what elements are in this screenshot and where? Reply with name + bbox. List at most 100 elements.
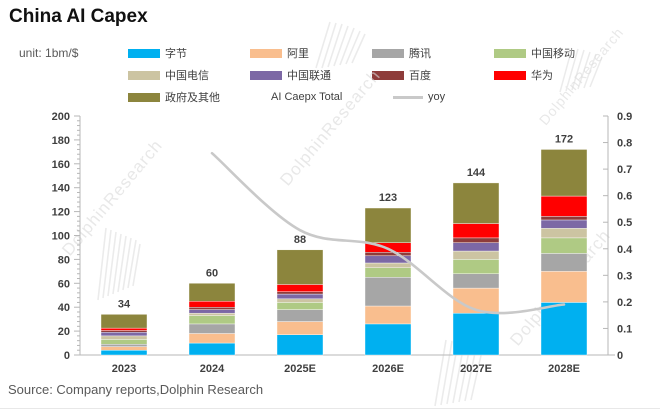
legend-item-百度[interactable]: 百度	[372, 64, 494, 86]
legend-swatch	[494, 70, 526, 80]
right-axis-tick-label: 0.9	[617, 111, 632, 123]
legend-label: 中国电信	[165, 70, 209, 82]
bar-segment-中国电信	[452, 250, 500, 260]
page-title: China AI Capex	[9, 6, 148, 27]
bar-segment-华为	[452, 223, 500, 239]
right-axis-tick-label: 0.1	[617, 323, 632, 335]
bar-segment-阿里	[100, 346, 148, 351]
left-axis-tick-label: 60	[58, 278, 70, 290]
x-axis-tick-label: 2026E	[372, 363, 404, 375]
right-axis-tick-label: 0.2	[617, 297, 632, 309]
legend-item-yoy[interactable]: yoy	[393, 86, 515, 108]
bar-segment-百度	[276, 291, 324, 295]
bar-segment-百度	[540, 216, 588, 221]
bar-segment-百度	[188, 307, 236, 310]
left-axis-tick-label: 200	[52, 111, 70, 123]
legend-item-腾讯[interactable]: 腾讯	[372, 42, 494, 64]
legend-swatch	[128, 92, 160, 102]
left-axis-tick-label: 140	[52, 183, 70, 195]
x-axis-tick-label: 2025E	[284, 363, 316, 375]
bar-total-label: 60	[206, 267, 218, 279]
x-axis-tick-label: 2023	[112, 363, 136, 375]
bar-segment-腾讯	[276, 309, 324, 322]
bar-segment-腾讯	[188, 323, 236, 334]
legend-swatch	[128, 48, 160, 58]
unit-label: unit: 1bm/$	[19, 46, 79, 60]
legend-item-中国电信[interactable]: 中国电信	[128, 64, 250, 86]
left-axis-tick-label: 100	[52, 231, 70, 243]
bar-segment-百度	[100, 330, 148, 333]
legend-label: 阿里	[287, 48, 309, 60]
bar-segment-字节	[540, 302, 588, 356]
bar-segment-中国电信	[188, 312, 236, 316]
bar-segment-政府及其他	[188, 283, 236, 302]
bar-segment-中国联通	[452, 242, 500, 252]
legend-item-total-label[interactable]: AI Caepx Total	[250, 86, 393, 108]
x-axis-tick-label: 2024	[200, 363, 225, 375]
bar-segment-中国联通	[188, 309, 236, 314]
bar-segment-阿里	[540, 271, 588, 303]
legend-swatch	[250, 70, 282, 80]
left-axis-tick-label: 120	[52, 207, 70, 219]
legend-item-政府及其他[interactable]: 政府及其他	[128, 86, 250, 108]
bar-segment-中国联通	[540, 219, 588, 229]
legend-line-swatch	[393, 95, 423, 99]
bar-total-label: 172	[555, 133, 573, 145]
legend-item-华为[interactable]: 华为	[494, 64, 616, 86]
bar-segment-阿里	[364, 305, 412, 325]
bar-segment-华为	[100, 327, 148, 331]
bar-segment-腾讯	[540, 253, 588, 272]
right-axis-tick-label: 0	[617, 350, 623, 362]
bar-segment-中国移动	[540, 237, 588, 254]
bar-segment-中国电信	[100, 335, 148, 340]
legend-label: AI Caepx Total	[271, 91, 343, 103]
x-axis-tick-label: 2028E	[548, 363, 580, 375]
legend-swatch	[494, 48, 526, 58]
bar-segment-中国移动	[188, 315, 236, 325]
bar-segment-中国移动	[364, 267, 412, 278]
bar-segment-中国电信	[540, 228, 588, 239]
bar-segment-华为	[276, 284, 324, 292]
bar-segment-中国电信	[364, 262, 412, 268]
bar-segment-字节	[188, 342, 236, 356]
bar-segment-政府及其他	[364, 207, 412, 243]
bar-segment-华为	[188, 301, 236, 308]
legend-item-字节[interactable]: 字节	[128, 42, 250, 64]
left-axis-tick-label: 180	[52, 135, 70, 147]
left-axis-tick-label: 20	[58, 326, 70, 338]
bar-segment-中国移动	[276, 302, 324, 310]
right-axis-tick-label: 0.3	[617, 270, 632, 282]
bar-segment-政府及其他	[276, 249, 324, 285]
legend-label: 中国联通	[287, 70, 331, 82]
legend-swatch	[372, 48, 404, 58]
legend-label: yoy	[428, 91, 446, 103]
bar-segment-百度	[364, 252, 412, 257]
bar-total-label: 123	[379, 192, 397, 204]
bar-segment-阿里	[188, 333, 236, 344]
bar-segment-字节	[452, 312, 500, 356]
bar-segment-字节	[100, 350, 148, 356]
yoy-line	[210, 151, 566, 315]
bar-segment-中国联通	[276, 293, 324, 300]
legend-label: 腾讯	[409, 48, 431, 60]
bar-total-label: 144	[467, 167, 486, 179]
legend-item-阿里[interactable]: 阿里	[250, 42, 372, 64]
bar-segment-百度	[452, 237, 500, 243]
legend-item-中国联通[interactable]: 中国联通	[250, 64, 372, 86]
bar-segment-中国移动	[100, 339, 148, 345]
legend-swatch	[250, 48, 282, 58]
legend-swatch	[128, 70, 160, 80]
source-note: Source: Company reports,Dolphin Research	[8, 382, 264, 397]
bar-segment-政府及其他	[452, 182, 500, 224]
right-axis-tick-label: 0.4	[617, 244, 633, 256]
bar-segment-中国电信	[276, 298, 324, 303]
bar-segment-政府及其他	[540, 149, 588, 197]
bar-segment-字节	[276, 334, 324, 356]
bar-segment-字节	[364, 323, 412, 356]
legend-label: 字节	[165, 48, 187, 60]
right-axis-tick-label: 0.7	[617, 164, 632, 176]
bar-segment-政府及其他	[100, 314, 148, 329]
bar-segment-阿里	[276, 321, 324, 335]
left-axis-tick-label: 160	[52, 159, 70, 171]
